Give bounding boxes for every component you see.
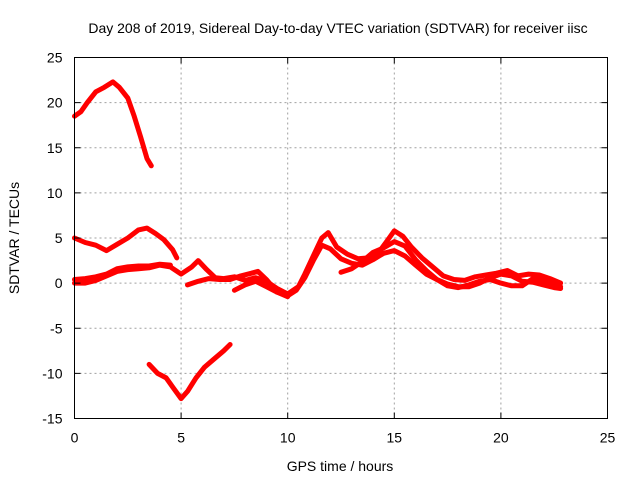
- series-arc-upper: [72, 225, 180, 261]
- y-tick-label: 15: [47, 140, 63, 156]
- series-arc-base-2: [72, 261, 173, 282]
- y-tick-label: -15: [42, 411, 62, 427]
- y-tick-label: 20: [47, 95, 63, 111]
- series-arc-base-1: [72, 228, 564, 297]
- y-tick-label: 0: [55, 275, 63, 291]
- grid: [74, 57, 608, 419]
- y-axis-label: SDTVAR / TECUs: [6, 182, 22, 294]
- x-tick-label: 20: [493, 430, 509, 446]
- x-tick-label: 25: [600, 430, 616, 446]
- x-axis-label: GPS time / hours: [287, 458, 394, 474]
- x-tick-labels: 0 5 10 15 20 25: [71, 430, 616, 446]
- y-tick-labels: -15 -10 -5 0 5 10 15 20 25: [42, 50, 62, 427]
- x-tick-label: 0: [71, 430, 79, 446]
- series-layer: [72, 79, 564, 402]
- y-tick-label: 10: [47, 185, 63, 201]
- x-tick-label: 10: [280, 430, 296, 446]
- x-tick-label: 5: [177, 430, 185, 446]
- series-arc-base-4: [231, 278, 291, 300]
- chart-title: Day 208 of 2019, Sidereal Day-to-day VTE…: [88, 20, 587, 36]
- y-tick-label: 5: [55, 230, 63, 246]
- y-tick-label: 25: [47, 50, 63, 66]
- tick-marks: [74, 57, 608, 419]
- y-tick-label: -5: [50, 320, 63, 336]
- y-tick-label: -10: [42, 365, 62, 381]
- series-arc-base-3: [185, 242, 564, 299]
- series-arc-base-5: [338, 239, 564, 291]
- series-arc-high: [72, 79, 154, 169]
- x-tick-label: 15: [387, 430, 403, 446]
- series-arc-low: [146, 342, 233, 402]
